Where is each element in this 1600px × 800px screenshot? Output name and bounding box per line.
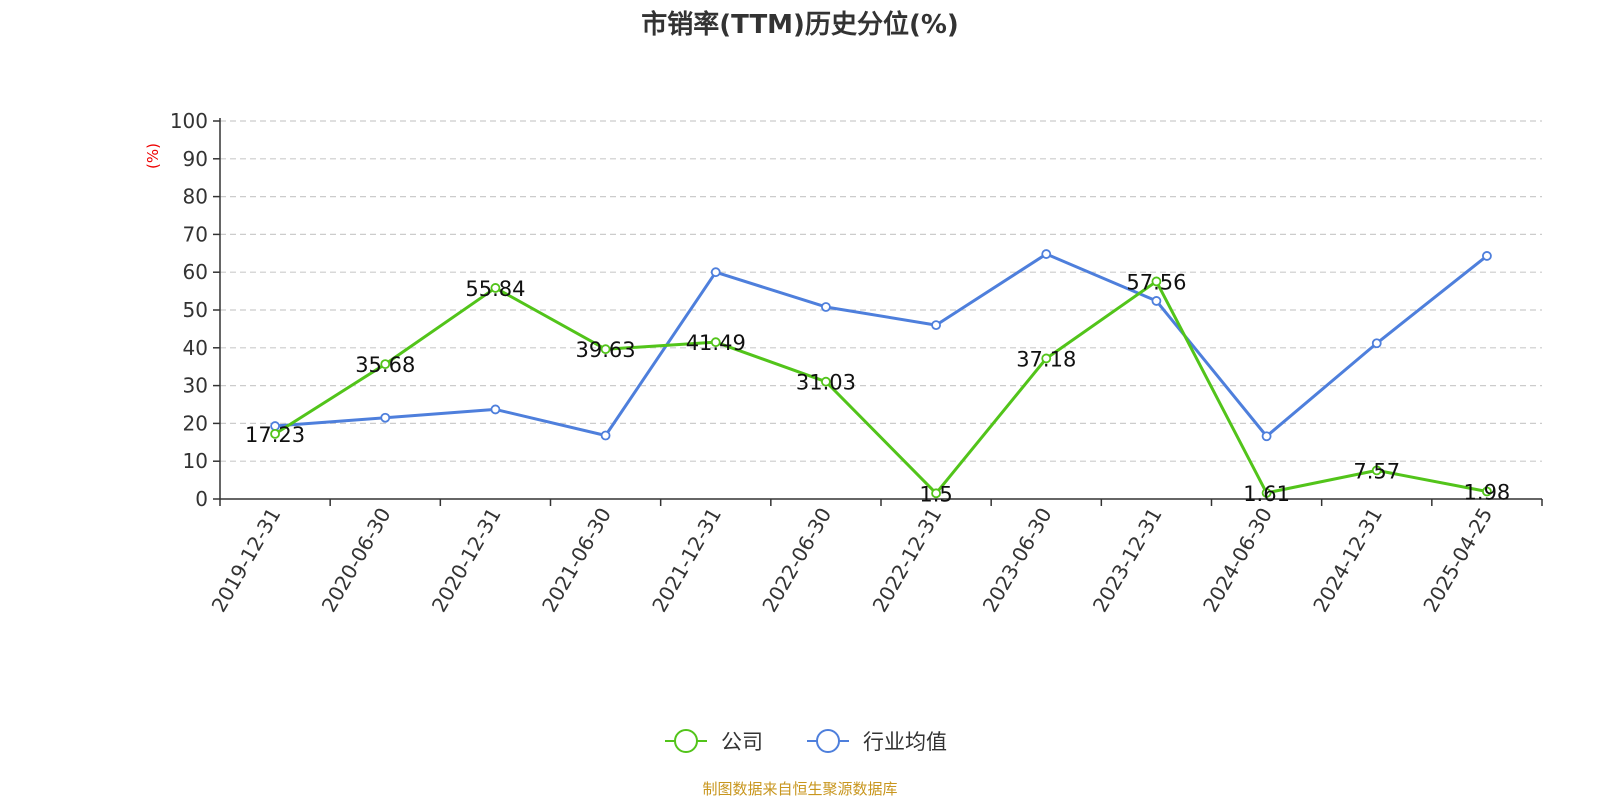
data-label: 57.56 [1126,270,1186,294]
data-label: 55.84 [465,277,525,301]
data-point-industry [600,430,611,441]
series-lines [270,249,1492,499]
y-tick-label: 30 [183,374,208,398]
data-source-note: 制图数据来自恒生聚源数据库 [702,780,898,798]
data-point-company [710,337,721,348]
y-tick-label: 40 [183,336,208,360]
data-label: 1.98 [1464,481,1511,505]
data-point-company [1482,486,1492,497]
x-tick-label: 2021-12-31 [647,504,726,617]
data-label: 17.23 [245,423,305,447]
data-point-company [931,488,941,499]
x-tick-label: 2022-12-31 [868,503,947,616]
legend: 公司 行业均值 [665,729,947,754]
legend-marker [674,729,698,753]
data-point-company [1151,276,1162,287]
data-label: 1.5 [919,482,952,506]
x-tick-label: 2020-12-31 [427,503,506,616]
x-tick-label: 2024-06-30 [1198,504,1277,617]
data-labels: 17.23 35.68 55.84 39.63 41.49 31.03 1.5 37.18 57… [245,270,1510,506]
data-label: 39.63 [576,338,636,362]
series-line-company [274,279,1488,495]
data-point-industry [380,412,391,423]
y-tick-label: 50 [183,298,208,322]
y-tick-label: 0 [195,487,208,511]
data-label: 31.03 [796,371,856,395]
y-tick-label: 80 [183,185,208,209]
axes [219,118,1542,500]
x-tick-label: 2023-06-30 [978,504,1057,617]
x-tick-label: 2021-06-30 [537,504,616,617]
legend-item: 公司 [665,729,763,754]
data-point-company [1041,353,1052,364]
data-point-company [1371,465,1382,476]
data-point-company [1261,488,1272,498]
data-point-industry [931,320,941,331]
legend-item: 行业均值 [807,729,947,754]
x-tick-label: 2025-04-25 [1418,504,1497,617]
data-point-industry [1482,251,1492,261]
y-tick-label: 10 [183,449,208,473]
x-tick-label: 2020-06-30 [317,504,396,617]
y-tick-label: 20 [183,411,208,435]
y-tick-label: 90 [183,147,208,171]
data-point-company [490,283,501,293]
data-label: 35.68 [355,353,415,377]
x-tick-label: 2019-12-31 [207,504,286,617]
data-point-industry [1041,249,1052,259]
data-label: 7.57 [1353,459,1400,483]
y-axis-unit-label: (%) [144,143,162,169]
y-tick-label: 70 [183,222,208,246]
legend-label: 公司 [721,730,763,754]
y-tick-label: 100 [170,109,208,133]
data-point-industry [1151,296,1162,306]
chart-title: 市销率(TTM)历史分位(%) [641,10,959,40]
legend-marker [816,729,840,753]
grid-lines [220,120,1542,462]
data-point-industry [710,267,721,278]
y-tick-label: 60 [183,260,208,284]
data-point-company [600,344,611,355]
y-axis-ticks: 0 10 20 30 40 50 60 70 80 90 100 [170,109,220,511]
data-point-industry [490,404,501,415]
data-point-company [821,376,831,387]
x-axis-ticks: 2019-12-31 2020-06-30 2020-12-31 2021-06-30… [207,499,1543,617]
data-point-industry [1371,338,1382,349]
legend-label: 行业均值 [863,730,947,754]
data-point-industry [1261,431,1272,442]
data-point-industry [821,302,831,312]
data-label: 37.18 [1016,347,1076,371]
x-tick-label: 2023-12-31 [1088,504,1167,617]
x-tick-label: 2024-12-31 [1308,504,1387,617]
data-point-company [270,428,280,439]
data-label: 41.49 [686,331,746,355]
data-point-company [380,359,391,370]
series-line-industry [274,252,1488,438]
data-label: 1.61 [1243,482,1290,506]
x-tick-label: 2022-06-30 [757,504,836,617]
